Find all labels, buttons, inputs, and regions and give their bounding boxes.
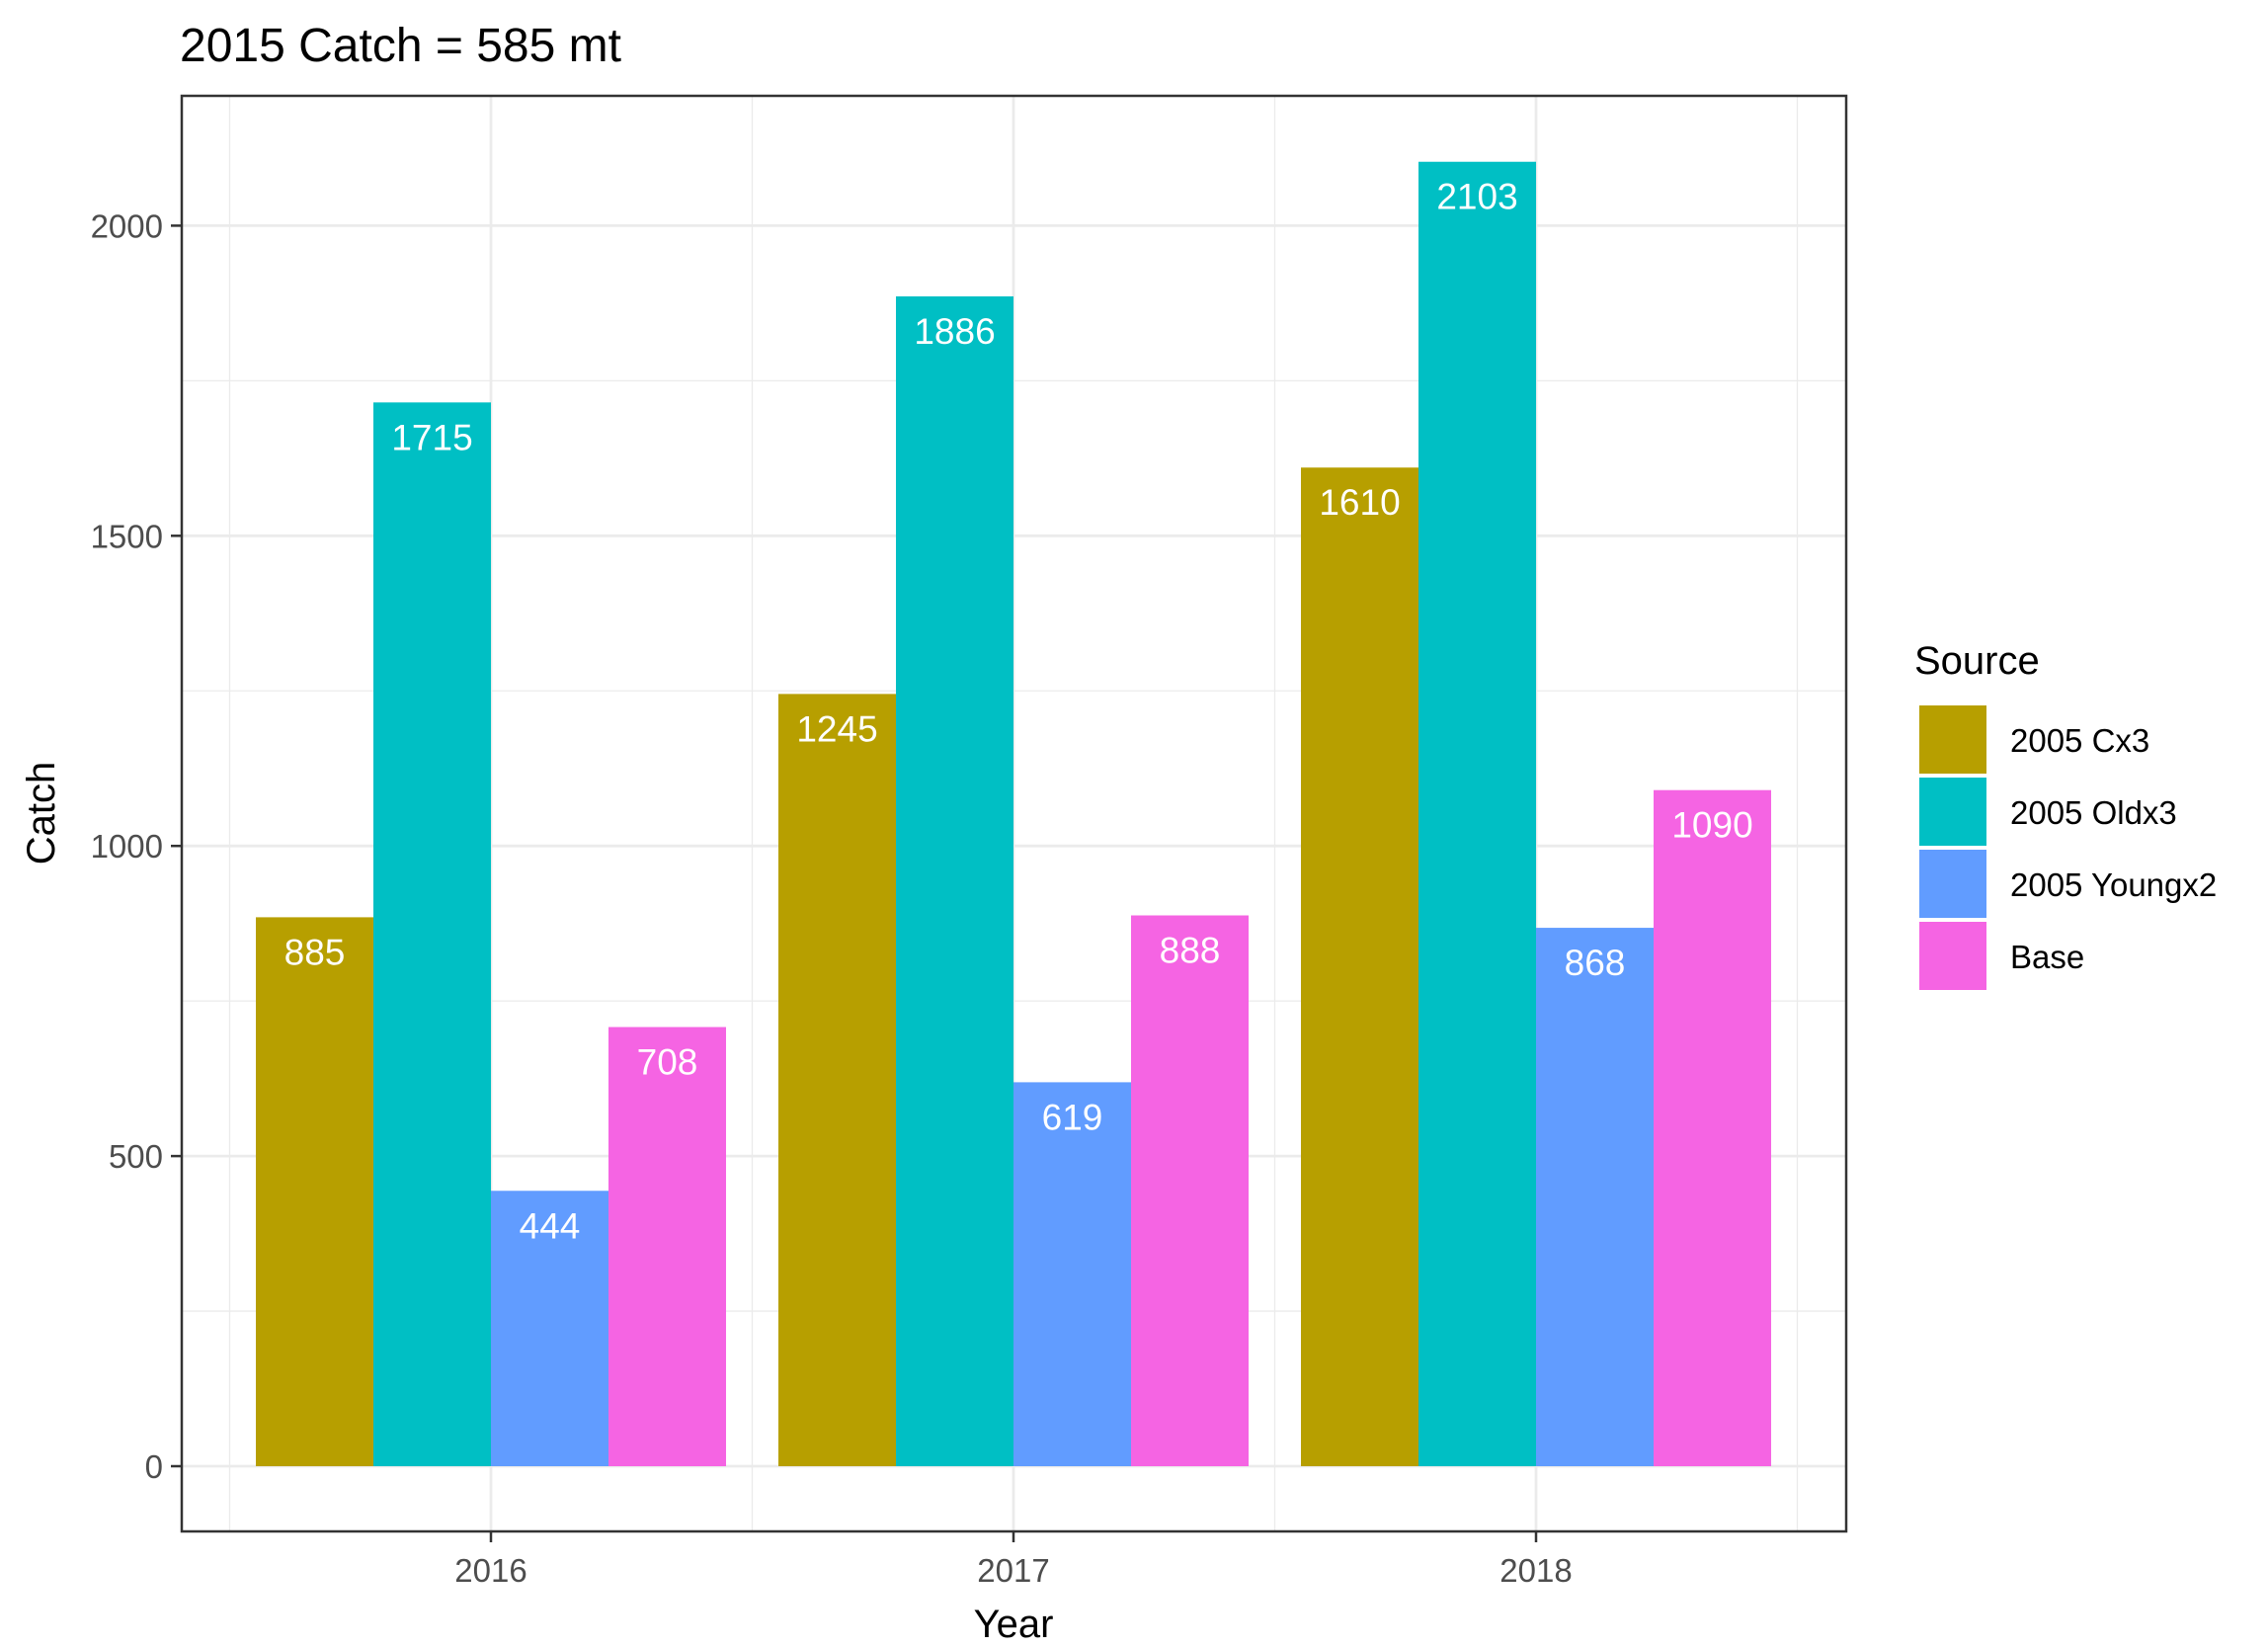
data-label-2005-oldx3-2017: 1886 [914,311,995,352]
bar-base-2018 [1654,789,1771,1466]
bar-2005-youngx2-2016 [491,1191,608,1466]
legend-label-base: Base [2010,939,2084,975]
bar-2005-oldx3-2018 [1418,161,1536,1467]
legend-key-base [1919,922,1986,990]
bar-base-2017 [1131,915,1249,1466]
axes: 0 500 1000 1500 2000 2016 2017 2018 [91,207,1573,1589]
legend-label-2005-youngx2: 2005 Youngx2 [2010,866,2217,903]
data-label-base-2016: 708 [637,1042,698,1083]
data-label-2005-oldx3-2018: 2103 [1436,177,1517,217]
y-tick-label: 1500 [91,518,163,554]
legend-key-2005-oldx3 [1919,778,1986,846]
x-tick-label: 2018 [1499,1552,1572,1589]
y-tick-label: 500 [109,1138,163,1175]
bar-2005-cx3-2016 [256,917,373,1466]
data-label-2005-cx3-2018: 1610 [1319,482,1400,523]
y-tick-label: 2000 [91,207,163,244]
bar-2005-oldx3-2017 [896,295,1013,1466]
x-axis-title: Year [974,1603,1054,1646]
data-label-2005-cx3-2017: 1245 [796,708,877,749]
bar-2005-youngx2-2017 [1013,1082,1131,1466]
y-tick-label: 0 [145,1448,163,1485]
bar-2005-youngx2-2018 [1536,928,1654,1466]
bar-2005-oldx3-2016 [373,402,491,1466]
data-label-2005-youngx2-2017: 619 [1042,1097,1103,1137]
bar-base-2016 [608,1027,726,1466]
bars [256,161,1771,1467]
legend-key-2005-youngx2 [1919,850,1986,918]
legend-label-2005-cx3: 2005 Cx3 [2010,722,2149,759]
legend-key-2005-cx3 [1919,705,1986,774]
data-label-2005-cx3-2016: 885 [284,932,346,972]
chart-title: 2015 Catch = 585 mt [180,20,621,72]
data-label-base-2018: 1090 [1671,805,1752,846]
data-labels: 885 1715 444 708 1245 1886 619 888 1610 2103 868 10… [284,177,1753,1247]
legend: Source 2005 Cx3 2005 Oldx3 2005 Youngx2 Bas… [1914,639,2217,990]
legend-title: Source [1914,639,2040,683]
y-axis-title: Catch [20,762,63,865]
data-label-2005-youngx2-2018: 868 [1565,943,1626,983]
legend-label-2005-oldx3: 2005 Oldx3 [2010,794,2177,831]
data-label-2005-oldx3-2016: 1715 [391,417,472,457]
y-tick-label: 1000 [91,828,163,865]
data-label-base-2017: 888 [1160,931,1221,971]
data-label-2005-youngx2-2016: 444 [520,1205,581,1246]
x-tick-label: 2016 [454,1552,526,1589]
bar-2005-cx3-2017 [778,694,896,1466]
x-tick-label: 2017 [977,1552,1049,1589]
bar-2005-cx3-2018 [1301,467,1418,1466]
